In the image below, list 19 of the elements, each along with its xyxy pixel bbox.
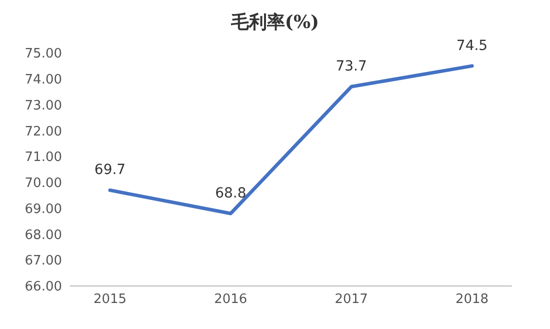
y-tick-label: 68.00 bbox=[24, 228, 62, 243]
y-tick-label: 75.00 bbox=[24, 46, 62, 62]
x-tick-label: 2017 bbox=[334, 292, 368, 308]
y-tick-label: 67.00 bbox=[24, 254, 62, 269]
chart-title: 毛利率(%) bbox=[230, 11, 320, 35]
y-tick-label: 73.00 bbox=[24, 98, 62, 114]
y-tick-label: 71.00 bbox=[24, 150, 62, 166]
y-tick-label: 74.00 bbox=[24, 72, 62, 88]
y-tick-label: 72.00 bbox=[24, 124, 62, 140]
x-tick-label: 2015 bbox=[93, 292, 127, 308]
data-label: 73.7 bbox=[336, 58, 367, 75]
x-tick-label: 2016 bbox=[214, 292, 248, 308]
data-label: 69.7 bbox=[94, 162, 126, 178]
data-label: 74.5 bbox=[456, 38, 488, 54]
y-tick-label: 70.00 bbox=[24, 176, 62, 192]
x-tick-label: 2018 bbox=[455, 292, 489, 308]
y-tick-label: 69.00 bbox=[24, 202, 62, 217]
y-tick-label: 66.00 bbox=[24, 280, 62, 295]
data-label: 68.8 bbox=[215, 186, 246, 202]
